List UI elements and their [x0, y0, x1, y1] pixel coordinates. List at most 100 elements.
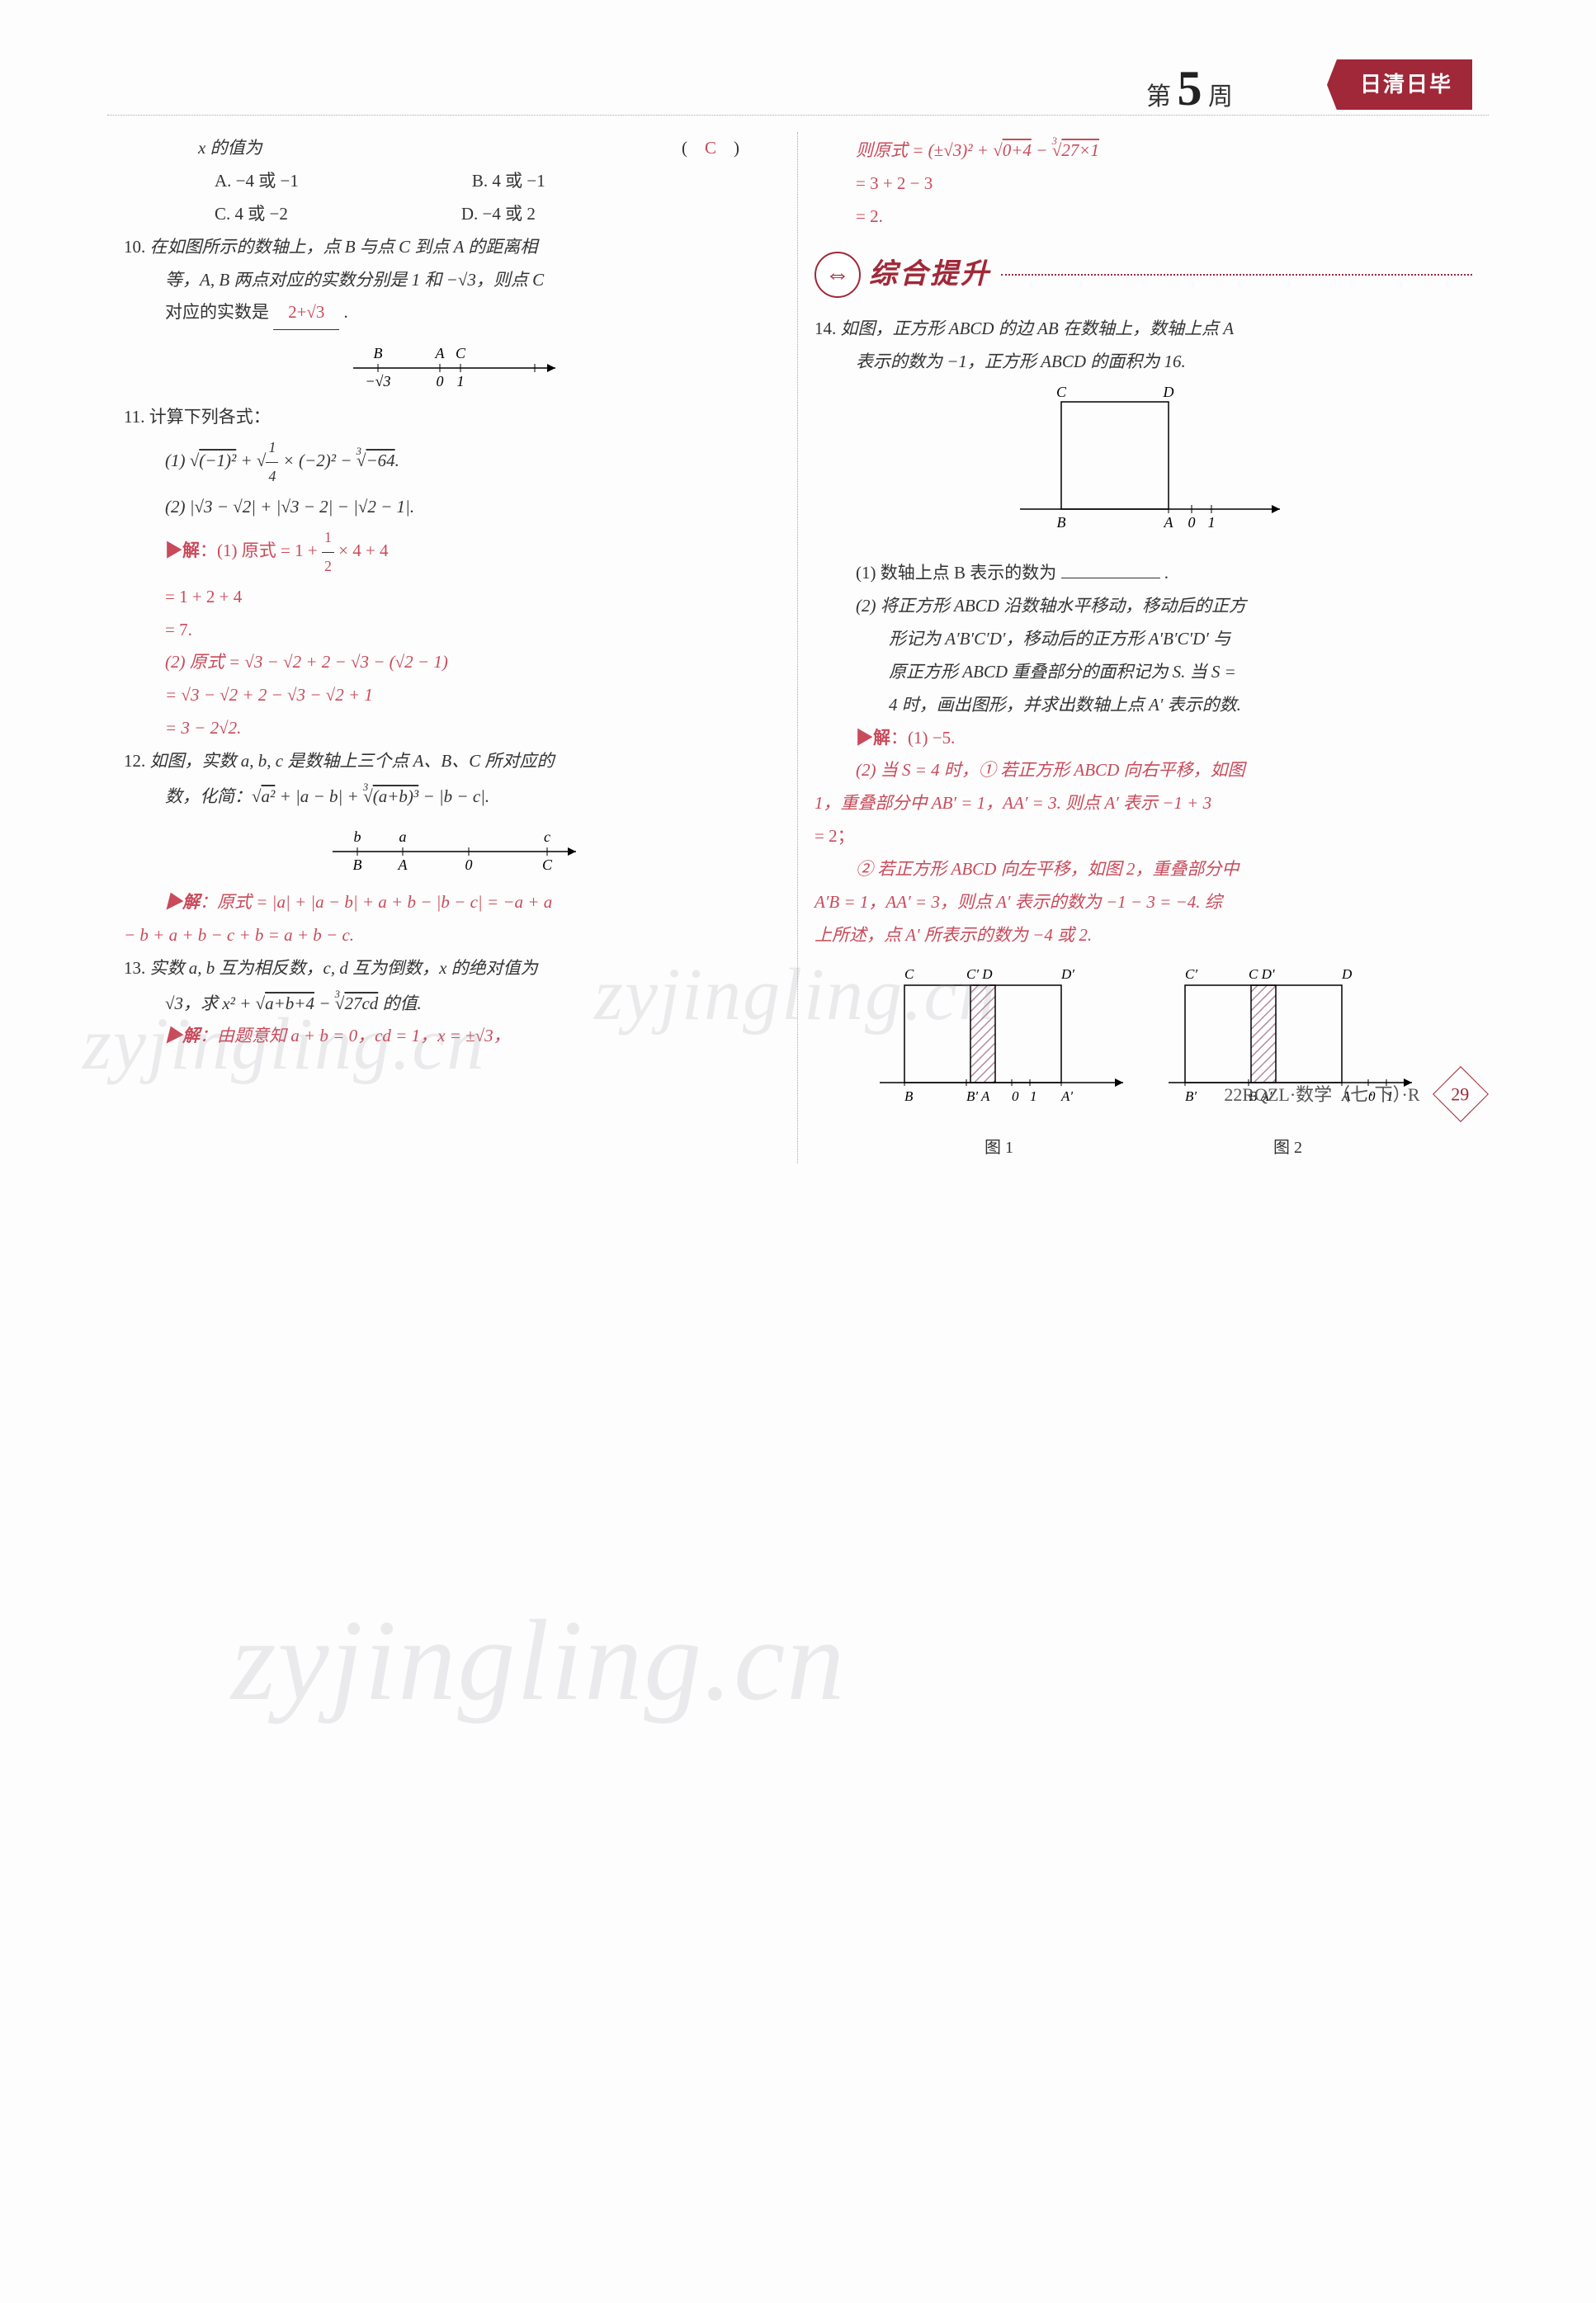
svg-text:1: 1: [1207, 514, 1215, 531]
q14-p2-4: 4 时，画出图形，并求出数轴上点 A′ 表示的数.: [815, 689, 1472, 722]
svg-text:B′: B′: [1185, 1088, 1197, 1104]
q11-sol-0: ▶解：(1) 原式 = 1 + 12 × 4 + 4: [124, 524, 781, 581]
q10-l1: 在如图所示的数轴上，点 B 与点 C 到点 A 的距离相: [150, 237, 538, 257]
svg-text:B′ A: B′ A: [966, 1088, 990, 1104]
week-number: 5: [1178, 61, 1202, 116]
q14-square-figure: CDBA01: [1003, 385, 1284, 550]
q14-sol-0: ▶解：(1) −5.: [815, 722, 1472, 755]
r-top-1: 则原式 = (±√3)² + √0+4 − 3√27×1: [815, 132, 1472, 168]
q14-sol-4: ② 若正方形 ABCD 向左平移，如图 2，重叠部分中: [815, 853, 1472, 886]
q9-answer-paren: ( C ): [682, 132, 739, 165]
q10-num: 10.: [124, 237, 145, 257]
q14-fig1: CC′ DD′BB′ A01A′: [871, 960, 1127, 1117]
section-header: ⇔ 综合提升: [815, 248, 1472, 302]
svg-text:D′: D′: [1060, 966, 1074, 982]
watermark-3: zyjingling.cn: [231, 1551, 846, 1771]
q12-l1: 如图，实数 a, b, c 是数轴上三个点 A、B、C 所对应的: [150, 751, 555, 771]
q13: 13. 实数 a, b 互为相反数，c, d 互为倒数，x 的绝对值为 √3，求…: [124, 952, 781, 1054]
svg-text:c: c: [544, 828, 550, 845]
q14-figure-pair: CC′ DD′BB′ A01A′ 图 1 C′C D′DB′B A′A01 图 …: [815, 960, 1472, 1163]
svg-text:C: C: [1055, 385, 1066, 400]
q9-optA: A. −4 或 −1: [215, 165, 299, 198]
svg-text:A: A: [435, 345, 446, 361]
q12-numberline: bBaA 0 cC: [324, 820, 580, 880]
week-label: 第 5 周: [1146, 41, 1233, 135]
q14-sol-5: A′B = 1，AA′ = 3，则点 A′ 表示的数为 −1 − 3 = −4.…: [815, 886, 1472, 919]
svg-text:b: b: [354, 828, 361, 845]
left-column: x 的值为 ( C ) A. −4 或 −1 B. 4 或 −1 C. 4 或 …: [107, 132, 798, 1163]
q13-sol: ▶解：由题意知 a + b = 0，cd = 1，x = ±√3，: [124, 1020, 781, 1053]
q9-optD: D. −4 或 2: [461, 198, 536, 231]
q11-sol-4: = √3 − √2 + 2 − √3 − √2 + 1: [124, 679, 781, 712]
q9-stem: x 的值为: [198, 138, 262, 158]
svg-text:B: B: [374, 345, 383, 361]
svg-text:B: B: [904, 1088, 914, 1104]
q10-l3a: 对应的实数是: [165, 302, 269, 322]
q14-sol-3: = 2；: [815, 820, 1472, 853]
q14-l1: 如图，正方形 ABCD 的边 AB 在数轴上，数轴上点 A: [841, 319, 1235, 338]
q14-p2-1: (2) 将正方形 ABCD 沿数轴水平移动，移动后的正方: [815, 590, 1472, 623]
svg-text:D: D: [1341, 966, 1353, 982]
q9-optC: C. 4 或 −2: [215, 198, 288, 231]
svg-text:1: 1: [457, 373, 465, 389]
q11: 11. 计算下列各式： (1) √(−1)² + √14 × (−2)² − 3…: [124, 401, 781, 745]
q14-p1b: .: [1164, 563, 1169, 583]
q9-options-row1: A. −4 或 −1 B. 4 或 −1: [124, 165, 781, 198]
section-title: 综合提升: [869, 248, 991, 302]
q13-l2: √3，求 x² + √a+b+4 − 3√27cd 的值.: [124, 985, 781, 1021]
q14-l2: 表示的数为 −1，正方形 ABCD 的面积为 16.: [815, 346, 1472, 379]
q14-p1a: (1) 数轴上点 B 表示的数为: [856, 563, 1056, 583]
q10-l2: 等，A, B 两点对应的实数分别是 1 和 −√3，则点 C: [124, 264, 781, 297]
q11-stem: 计算下列各式：: [149, 407, 271, 427]
q10-numberline: BAC−√301: [345, 337, 560, 394]
svg-text:A′: A′: [1060, 1088, 1073, 1104]
q9-optB: B. 4 或 −1: [472, 165, 545, 198]
q14: 14. 如图，正方形 ABCD 的边 AB 在数轴上，数轴上点 A 表示的数为 …: [815, 313, 1472, 1163]
svg-text:0: 0: [1188, 514, 1195, 531]
q9-answer: C: [705, 138, 716, 158]
q11-sol-5: = 3 − 2√2.: [124, 712, 781, 745]
section-arrows-icon: ⇔: [815, 252, 861, 298]
q11-p2: (2) |√3 − √2| + |√3 − 2| − |√2 − 1|.: [124, 491, 781, 524]
svg-text:A: A: [1163, 514, 1173, 531]
svg-text:A: A: [398, 857, 408, 873]
svg-text:C: C: [542, 857, 553, 873]
svg-text:C′: C′: [1185, 966, 1197, 982]
q9-tail: x 的值为 ( C ) A. −4 或 −1 B. 4 或 −1 C. 4 或 …: [124, 132, 781, 231]
q11-sol-3: (2) 原式 = √3 − √2 + 2 − √3 − (√2 − 1): [124, 646, 781, 679]
svg-text:a: a: [399, 828, 407, 845]
q9-options-row2: C. 4 或 −2 D. −4 或 2: [124, 198, 781, 231]
q14-fig1-cap: 图 1: [871, 1132, 1127, 1163]
q11-p1: (1) √(−1)² + √14 × (−2)² − 3√−64.: [124, 434, 781, 491]
svg-text:C′ D: C′ D: [966, 966, 993, 982]
q11-num: 11.: [124, 407, 144, 427]
q14-sol-2: 1，重叠部分中 AB′ = 1，AA′ = 3. 则点 A′ 表示 −1 + 3: [815, 787, 1472, 820]
q12-sol-2: − b + a + b − c + b = a + b − c.: [124, 919, 781, 952]
q14-p2-2: 形记为 A′B′C′D′，移动后的正方形 A′B′C′D′ 与: [815, 623, 1472, 656]
footer-code: 22RQZL·数学（七·下）·R: [1224, 1084, 1419, 1105]
section-rule: [1001, 274, 1472, 276]
q14-fig2-cap: 图 2: [1160, 1132, 1416, 1163]
q10-l3b: .: [344, 302, 348, 322]
svg-text:C: C: [904, 966, 914, 982]
header-badge: 日清日毕: [1327, 59, 1472, 110]
week-prefix: 第: [1146, 83, 1171, 111]
q14-sol-1: (2) 当 S = 4 时，① 若正方形 ABCD 向右平移，如图: [815, 754, 1472, 787]
r-top-2: = 3 + 2 − 3: [815, 168, 1472, 201]
svg-text:0: 0: [437, 373, 444, 389]
svg-text:C D′: C D′: [1249, 966, 1275, 982]
q12-sol-1: ▶解：原式 = |a| + |a − b| + a + b − |b − c| …: [124, 886, 781, 919]
q12: 12. 如图，实数 a, b, c 是数轴上三个点 A、B、C 所对应的 数，化…: [124, 745, 781, 952]
q13-l1: 实数 a, b 互为相反数，c, d 互为倒数，x 的绝对值为: [150, 958, 538, 978]
q14-fig2-wrap: C′C D′DB′B A′A01 图 2: [1160, 960, 1416, 1163]
q12-num: 12.: [124, 751, 145, 771]
svg-text:B: B: [353, 857, 362, 873]
q12-l2: 数，化简：√a² + |a − b| + 3√(a+b)³ − |b − c|.: [124, 778, 781, 814]
q14-fig1-wrap: CC′ DD′BB′ A01A′ 图 1: [871, 960, 1127, 1163]
week-suffix: 周: [1208, 83, 1233, 111]
footer: 22RQZL·数学（七·下）·R 29: [1224, 1074, 1480, 1114]
q11-sol-2: = 7.: [124, 614, 781, 647]
right-column: 则原式 = (±√3)² + √0+4 − 3√27×1 = 3 + 2 − 3…: [798, 132, 1489, 1163]
q11-sol-1: = 1 + 2 + 4: [124, 581, 781, 614]
svg-text:0: 0: [465, 857, 473, 873]
